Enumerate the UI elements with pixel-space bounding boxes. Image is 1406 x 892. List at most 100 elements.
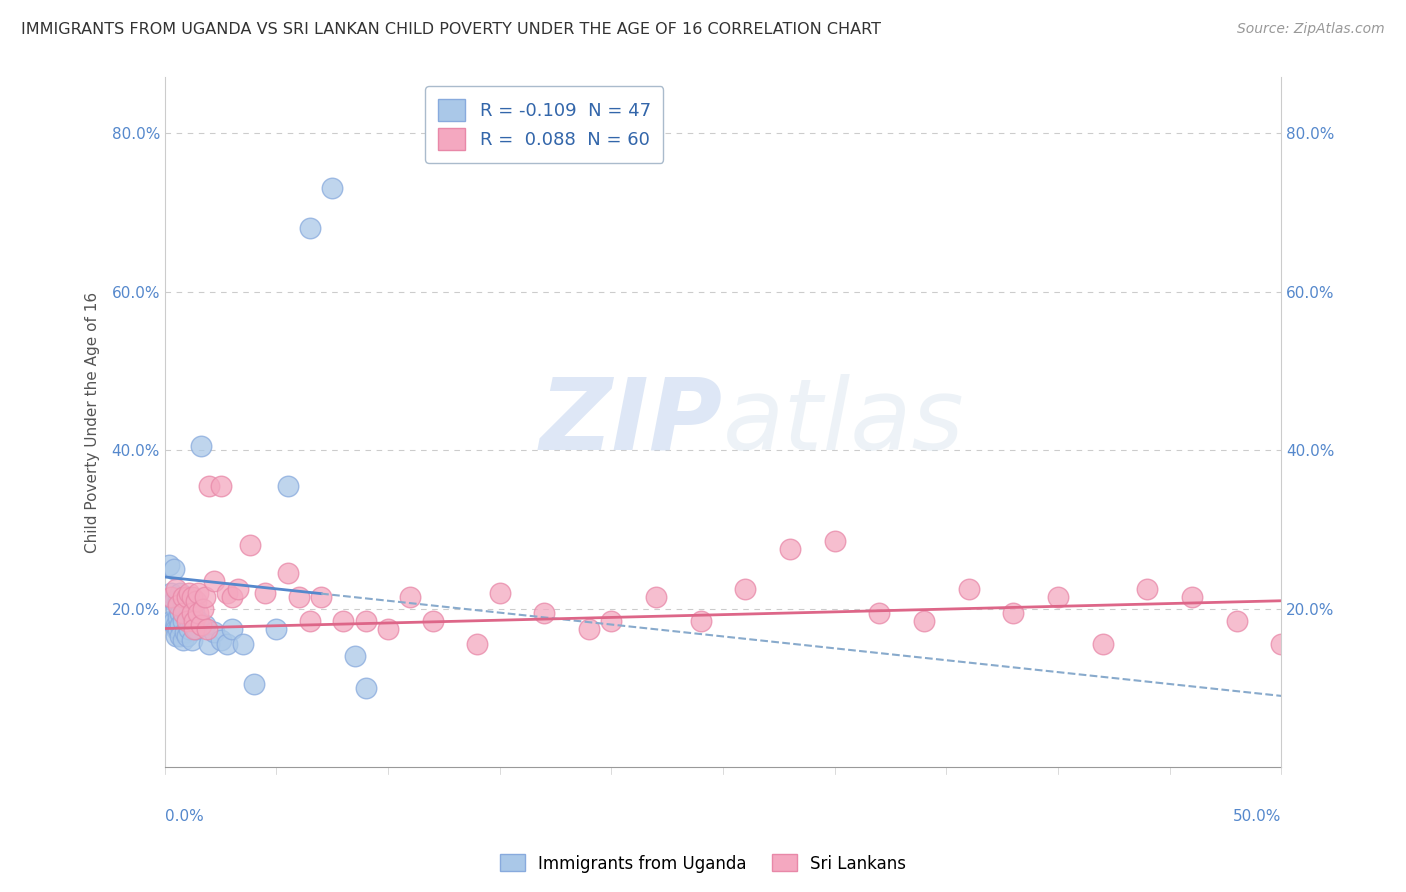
Point bbox=[165, 582, 187, 596]
Point bbox=[198, 479, 221, 493]
Point bbox=[298, 221, 321, 235]
Point bbox=[179, 622, 201, 636]
Point bbox=[198, 637, 221, 651]
Point bbox=[187, 606, 209, 620]
Legend: Immigrants from Uganda, Sri Lankans: Immigrants from Uganda, Sri Lankans bbox=[494, 847, 912, 880]
Point bbox=[467, 637, 489, 651]
Point bbox=[157, 558, 180, 572]
Point bbox=[163, 593, 186, 607]
Point bbox=[190, 439, 212, 453]
Point bbox=[180, 614, 202, 628]
Point bbox=[173, 601, 195, 615]
Point bbox=[194, 617, 217, 632]
Point bbox=[165, 601, 187, 615]
Point bbox=[779, 542, 801, 557]
Point bbox=[160, 614, 183, 628]
Point bbox=[1360, 582, 1382, 596]
Point bbox=[202, 574, 225, 588]
Point bbox=[734, 582, 756, 596]
Point bbox=[957, 582, 980, 596]
Point bbox=[191, 601, 214, 615]
Point bbox=[172, 593, 194, 607]
Point bbox=[172, 614, 194, 628]
Text: atlas: atlas bbox=[723, 374, 965, 471]
Point bbox=[163, 614, 186, 628]
Point bbox=[343, 649, 366, 664]
Point bbox=[1226, 614, 1249, 628]
Point bbox=[163, 562, 186, 576]
Point bbox=[217, 586, 239, 600]
Point bbox=[176, 614, 198, 628]
Point bbox=[160, 590, 183, 604]
Point bbox=[243, 677, 266, 691]
Point bbox=[228, 582, 250, 596]
Point bbox=[277, 479, 299, 493]
Point bbox=[180, 590, 202, 604]
Point bbox=[165, 617, 187, 632]
Point bbox=[165, 622, 187, 636]
Point bbox=[209, 633, 232, 648]
Point bbox=[184, 622, 207, 636]
Point bbox=[1047, 590, 1070, 604]
Point bbox=[179, 586, 201, 600]
Point bbox=[287, 590, 309, 604]
Point bbox=[321, 181, 343, 195]
Point bbox=[422, 614, 444, 628]
Point bbox=[179, 601, 201, 615]
Point bbox=[689, 614, 711, 628]
Point bbox=[183, 614, 205, 628]
Point bbox=[167, 622, 190, 636]
Point bbox=[169, 606, 191, 620]
Point bbox=[172, 606, 194, 620]
Point bbox=[194, 590, 217, 604]
Point bbox=[187, 614, 209, 628]
Point bbox=[266, 622, 288, 636]
Point bbox=[160, 586, 183, 600]
Point bbox=[1091, 637, 1114, 651]
Point bbox=[1270, 637, 1292, 651]
Point bbox=[167, 593, 190, 607]
Point bbox=[190, 617, 212, 632]
Point bbox=[332, 614, 354, 628]
Point bbox=[232, 637, 254, 651]
Point bbox=[172, 590, 194, 604]
Point bbox=[172, 633, 194, 648]
Point bbox=[165, 629, 187, 643]
Point bbox=[217, 637, 239, 651]
Point bbox=[167, 598, 190, 612]
Point bbox=[176, 629, 198, 643]
Point bbox=[187, 586, 209, 600]
Point bbox=[309, 590, 332, 604]
Point bbox=[354, 614, 377, 628]
Point bbox=[824, 534, 846, 549]
Y-axis label: Child Poverty Under the Age of 16: Child Poverty Under the Age of 16 bbox=[86, 292, 100, 553]
Point bbox=[195, 622, 218, 636]
Point bbox=[488, 586, 510, 600]
Text: IMMIGRANTS FROM UGANDA VS SRI LANKAN CHILD POVERTY UNDER THE AGE OF 16 CORRELATI: IMMIGRANTS FROM UGANDA VS SRI LANKAN CHI… bbox=[21, 22, 882, 37]
Point bbox=[354, 681, 377, 695]
Legend: R = -0.109  N = 47, R =  0.088  N = 60: R = -0.109 N = 47, R = 0.088 N = 60 bbox=[426, 87, 664, 163]
Point bbox=[169, 629, 191, 643]
Point bbox=[1315, 614, 1337, 628]
Point bbox=[239, 538, 262, 552]
Point bbox=[176, 590, 198, 604]
Point bbox=[173, 625, 195, 640]
Point bbox=[399, 590, 422, 604]
Point bbox=[645, 590, 668, 604]
Point bbox=[1181, 590, 1204, 604]
Point bbox=[180, 633, 202, 648]
Text: ZIP: ZIP bbox=[540, 374, 723, 471]
Point bbox=[183, 622, 205, 636]
Text: Source: ZipAtlas.com: Source: ZipAtlas.com bbox=[1237, 22, 1385, 37]
Point bbox=[176, 609, 198, 624]
Point bbox=[600, 614, 623, 628]
Point bbox=[183, 606, 205, 620]
Point bbox=[254, 586, 277, 600]
Point bbox=[578, 622, 600, 636]
Point bbox=[1136, 582, 1159, 596]
Point bbox=[169, 617, 191, 632]
Point bbox=[176, 590, 198, 604]
Point bbox=[1002, 606, 1025, 620]
Point bbox=[202, 625, 225, 640]
Point bbox=[180, 606, 202, 620]
